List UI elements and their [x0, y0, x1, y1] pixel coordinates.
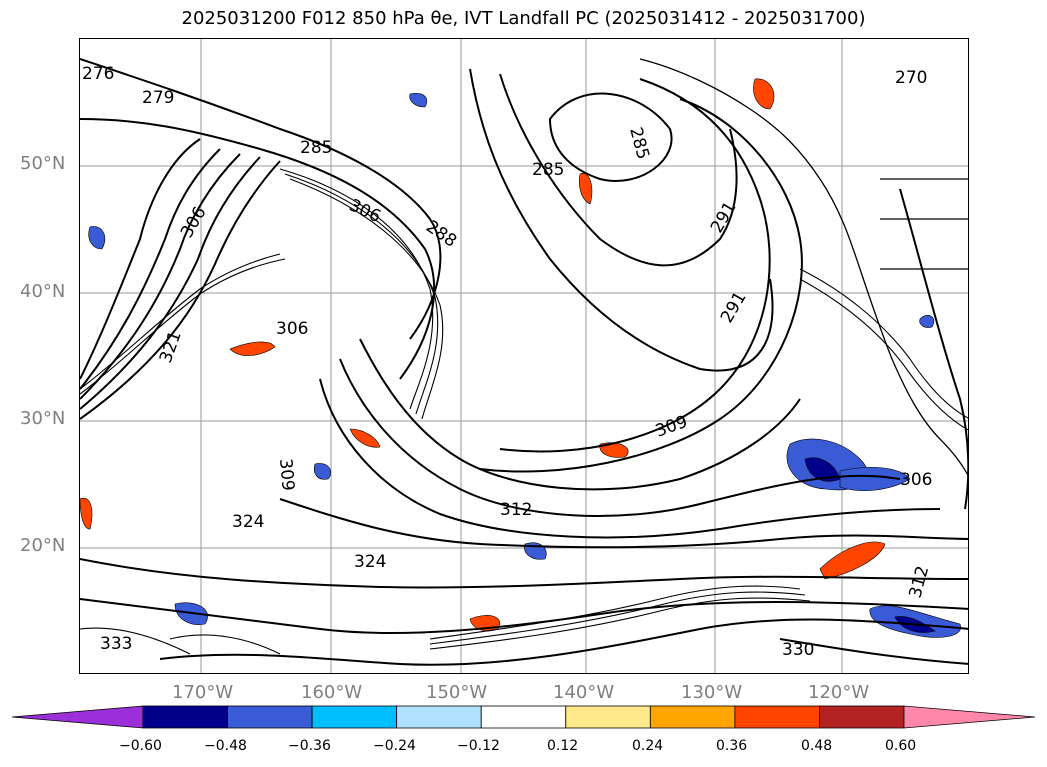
colorbar-tick: −0.36	[288, 738, 331, 754]
contour-label: 306	[177, 203, 211, 241]
colorbar-tick: 0.36	[716, 738, 748, 754]
contour-label: 333	[100, 634, 132, 654]
contour-label: 288	[422, 217, 460, 252]
colorbar-tick: 0.60	[885, 738, 917, 754]
contour-label: 285	[300, 138, 332, 158]
contour-label: 306	[900, 470, 932, 490]
contour-label: 324	[354, 552, 386, 572]
colorbar-tick: −0.60	[119, 738, 162, 754]
contour-label: 291	[707, 198, 741, 236]
lon-label: 150°W	[426, 682, 488, 703]
theta-e-contours	[80, 58, 968, 666]
contour-label: 312	[500, 500, 532, 520]
contour-label-group: 276 279 270 285 285 285 288 291 291 306 …	[82, 64, 933, 660]
contour-label: 309	[275, 458, 298, 492]
colorbar-segment	[734, 705, 820, 729]
colorbar-segment	[311, 705, 398, 729]
contour-label: 330	[782, 640, 814, 660]
contour-label: 285	[625, 125, 653, 162]
contour-label: 309	[653, 412, 690, 442]
colorbar-extend-high	[903, 705, 1036, 729]
contour-label: 270	[895, 68, 927, 88]
map-title: 2025031200 F012 850 hPa θe, IVT Landfall…	[181, 8, 866, 29]
contour-label: 306	[276, 319, 308, 339]
contour-label: 285	[532, 160, 564, 180]
colorbar-tick: −0.24	[373, 738, 416, 754]
map-canvas: 276 279 270 285 285 285 288 291 291 306 …	[80, 39, 968, 673]
contour-label: 279	[142, 88, 174, 108]
contour-label: 276	[82, 64, 114, 84]
shaded-patches	[80, 78, 961, 638]
colorbar-tick: −0.12	[457, 738, 500, 754]
colorbar-segment	[819, 705, 905, 729]
lon-label: 120°W	[808, 682, 870, 703]
coastline	[639, 58, 968, 477]
colorbar-segment	[565, 705, 651, 729]
colorbar-tick: 0.24	[632, 738, 664, 754]
map-plot-area: 276 279 270 285 285 285 288 291 291 306 …	[79, 38, 969, 674]
contour-label: 291	[717, 288, 751, 326]
colorbar-segment	[142, 705, 228, 729]
colorbar-segment	[227, 705, 313, 729]
lon-label: 160°W	[301, 682, 363, 703]
lon-label: 170°W	[172, 682, 234, 703]
thin-contours	[80, 168, 968, 655]
lat-label: 40°N	[20, 281, 66, 302]
colorbar-segment	[396, 705, 482, 729]
lat-label: 20°N	[20, 535, 66, 556]
lon-label: 140°W	[553, 682, 615, 703]
lon-label: 130°W	[681, 682, 743, 703]
lat-label: 50°N	[20, 153, 66, 174]
colorbar-tick: −0.48	[204, 738, 247, 754]
colorbar-segment	[649, 705, 736, 729]
colorbar-tick: 0.48	[801, 738, 833, 754]
contour-label: 321	[156, 328, 186, 365]
lat-label: 30°N	[20, 408, 66, 429]
colorbar-tick: 0.12	[547, 738, 579, 754]
colorbar-extend-low	[11, 705, 144, 729]
colorbar-segment	[480, 705, 567, 729]
contour-label: 312	[906, 564, 934, 601]
contour-label: 324	[232, 512, 264, 532]
